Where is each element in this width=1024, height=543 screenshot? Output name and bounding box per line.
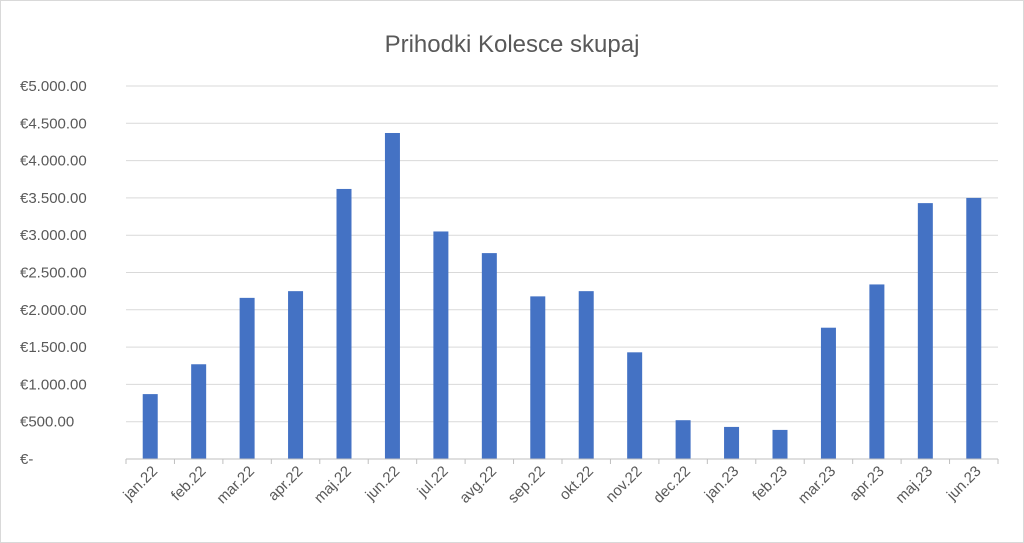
bars <box>142 132 982 460</box>
bar-avg.22 <box>481 253 497 459</box>
x-axis <box>125 458 999 464</box>
y-tick-label: €- <box>20 451 33 468</box>
bar-apr.22 <box>288 291 304 459</box>
x-tick-label: jun.22 <box>362 463 404 505</box>
x-tick-label: apr.22 <box>265 463 307 505</box>
x-tick-label: feb.22 <box>168 463 210 505</box>
y-tick-label: €3.000.00 <box>20 227 87 244</box>
y-tick-label: €2.500.00 <box>20 265 87 282</box>
bar-nov.22 <box>627 352 643 459</box>
bar-feb.22 <box>191 364 207 459</box>
bar-maj.22 <box>336 188 352 459</box>
x-tick-label: mar.22 <box>213 463 257 507</box>
y-tick-label: €5.000.00 <box>20 78 87 95</box>
x-tick-label: feb.23 <box>749 463 791 505</box>
x-tick-label: avg.22 <box>456 463 500 507</box>
y-tick-label: €1.000.00 <box>20 376 87 393</box>
bar-jul.22 <box>433 231 449 459</box>
x-tick-label: maj.23 <box>892 463 936 507</box>
bar-dec.22 <box>675 420 691 459</box>
gridlines <box>126 85 998 423</box>
bar-maj.23 <box>917 203 933 459</box>
y-tick-label: €1.500.00 <box>20 339 87 356</box>
x-tick-label: jan.22 <box>119 463 161 505</box>
x-tick-label: apr.23 <box>846 463 888 505</box>
y-axis-tick-labels: €- €500.00 €1.000.00 €1.500.00 €2.000.00 €2.5… <box>20 78 87 468</box>
bar-apr.23 <box>869 284 885 459</box>
y-tick-label: €3.500.00 <box>20 190 87 207</box>
x-tick-label: jun.23 <box>943 463 985 505</box>
x-tick-label: nov.22 <box>602 463 645 506</box>
x-axis-tick-labels: jan.22 feb.22 mar.22 apr.22 maj.22 jun.22 jul.… <box>119 463 984 507</box>
y-tick-label: €4.500.00 <box>20 115 87 132</box>
bar-mar.23 <box>820 327 836 459</box>
x-tick-label: maj.22 <box>311 463 355 507</box>
bar-jun.22 <box>384 132 400 460</box>
x-tick-label: okt.22 <box>556 463 597 504</box>
y-tick-label: €4.000.00 <box>20 153 87 170</box>
x-tick-label: mar.23 <box>795 463 839 507</box>
x-tick-label: dec.22 <box>650 463 694 507</box>
chart-title: Prihodki Kolesce skupaj <box>385 31 640 58</box>
bar-jan.22 <box>142 394 158 459</box>
bar-jan.23 <box>724 426 740 459</box>
x-tick-label: sep.22 <box>505 463 549 507</box>
y-tick-label: €500.00 <box>20 414 74 431</box>
x-tick-label: jul.22 <box>414 463 452 501</box>
x-tick-label: jan.23 <box>701 463 743 505</box>
bar-sep.22 <box>530 296 546 459</box>
bar-mar.22 <box>239 297 255 459</box>
bar-okt.22 <box>578 291 594 459</box>
bar-feb.23 <box>772 429 788 459</box>
y-tick-label: €2.000.00 <box>20 302 87 319</box>
bar-jun.23 <box>966 197 982 459</box>
